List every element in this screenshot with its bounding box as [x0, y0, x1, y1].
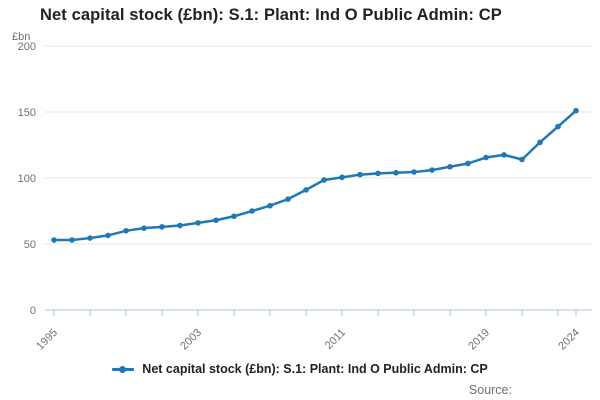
data-line [52, 109, 578, 242]
y-tick-label-50: 50 [24, 239, 36, 251]
x-tick-label-2024: 2024 [556, 327, 582, 353]
data-point-2007 [267, 202, 273, 209]
data-point-2004 [213, 217, 219, 224]
source-attribution: Source: [468, 383, 512, 397]
data-point-2021 [519, 156, 525, 163]
data-point-2008 [285, 196, 291, 202]
data-point-1999 [123, 228, 129, 234]
x-tick-label-2019: 2019 [466, 327, 492, 353]
data-point-2006 [249, 208, 255, 214]
data-point-1996 [69, 237, 75, 243]
data-point-2023 [555, 123, 561, 130]
data-point-2010 [321, 177, 327, 183]
legend-line-marker-icon [112, 365, 135, 374]
y-tick-label-200: 200 [18, 41, 36, 53]
data-point-2005 [231, 213, 237, 220]
chart-legend: Net capital stock (£bn): S.1: Plant: Ind… [0, 362, 600, 376]
legend-series-label: Net capital stock (£bn): S.1: Plant: Ind… [142, 362, 488, 376]
data-point-1998 [105, 232, 111, 239]
data-point-2024 [573, 107, 579, 114]
y-axis-unit-label: £bn [12, 31, 31, 43]
data-point-2019 [483, 154, 489, 161]
data-point-2001 [159, 224, 165, 230]
data-point-2000 [141, 225, 147, 231]
data-point-2018 [465, 160, 471, 167]
data-point-2022 [537, 139, 543, 146]
x-tick-label-1995: 1995 [34, 327, 60, 353]
data-point-1995 [51, 237, 57, 243]
data-point-2003 [195, 220, 201, 226]
y-tick-label-100: 100 [18, 173, 36, 185]
data-point-2009 [303, 187, 309, 193]
data-point-2002 [177, 222, 183, 229]
data-point-2020 [501, 152, 507, 158]
x-tick-label-2003: 2003 [178, 327, 204, 353]
line-chart-plot: 0 50 100 150 200 1995 2003 2011 2019 2024 [18, 41, 592, 353]
y-tick-label-0: 0 [30, 305, 36, 317]
data-point-2015 [411, 169, 417, 175]
data-point-2011 [339, 174, 345, 181]
chart-title: Net capital stock (£bn): S.1: Plant: Ind… [40, 6, 502, 24]
data-point-2016 [429, 167, 435, 173]
legend-dot-swatch [119, 365, 127, 373]
y-tick-label-150: 150 [18, 107, 36, 119]
data-point-2017 [447, 163, 453, 170]
x-tick-label-2011: 2011 [323, 327, 348, 352]
data-point-2013 [375, 170, 381, 177]
data-point-2014 [393, 169, 399, 176]
data-point-1997 [87, 235, 93, 241]
data-point-2012 [357, 171, 363, 178]
